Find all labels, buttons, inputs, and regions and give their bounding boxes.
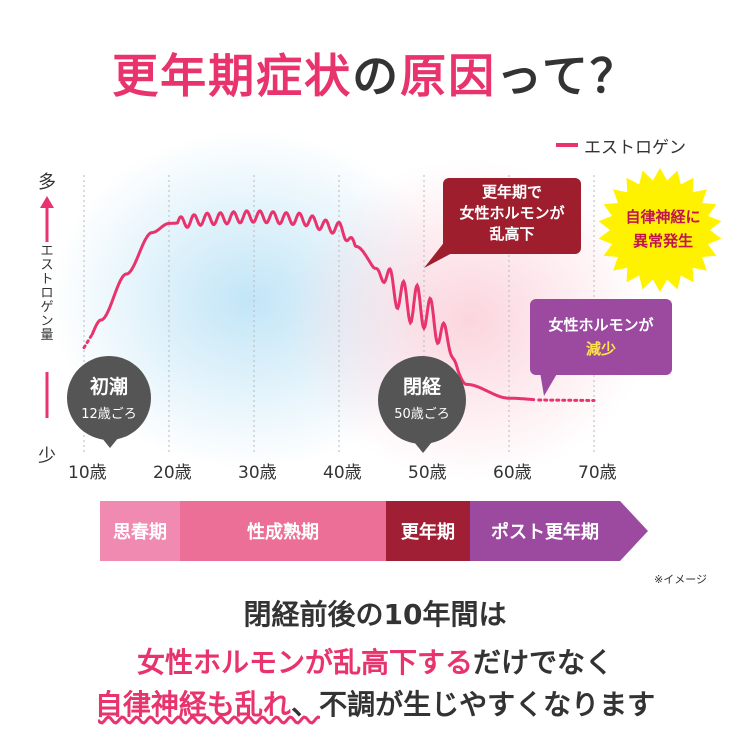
x-tick-3: 40歳	[323, 463, 362, 483]
fluctuation-line3: 乱高下	[489, 225, 535, 243]
fluctuation-line1: 更年期で	[481, 183, 542, 201]
phase-0: 思春期	[100, 501, 180, 561]
fluctuation-callout: 更年期で 女性ホルモンが 乱高下	[443, 178, 581, 254]
title-part3: 原因	[400, 49, 497, 103]
bottom-line2: 女性ホルモンが乱高下するだけでなく	[0, 641, 750, 681]
fluctuation-pointer	[424, 240, 454, 268]
page-title: 更年期症状の原因って？	[0, 40, 750, 106]
menopause-title: 閉経	[402, 376, 441, 398]
phase-bar-arrow	[620, 501, 648, 561]
x-tick-2: 30歳	[238, 463, 277, 483]
menarche-bubble: 初潮 12歳ごろ	[67, 356, 151, 440]
legend-swatch	[556, 143, 578, 147]
bottom-line3: 自律神経も乱れ、不調が生じやすくなります	[0, 683, 750, 723]
estrogen-line	[91, 209, 536, 402]
menarche-age: 12歳ごろ	[81, 407, 137, 422]
axis-title-text: エストロゲン量	[40, 244, 54, 343]
title-part1: 更年期症状	[112, 49, 353, 103]
autonomic-line1: 自律神経に	[625, 208, 701, 226]
x-tick-1: 20歳	[153, 463, 192, 483]
wavy-underline	[98, 715, 320, 725]
x-tick-5: 60歳	[493, 463, 532, 483]
title-part2: の	[352, 49, 401, 103]
menarche-pointer	[97, 432, 123, 448]
title-part4: って？	[496, 49, 638, 103]
bottom-line3-highlight: 自律神経も乱れ	[94, 688, 292, 721]
phase-3: ポスト更年期	[470, 501, 620, 561]
menarche-title: 初潮	[89, 376, 128, 398]
autonomic-text: 自律神経に 異常発生	[615, 205, 711, 253]
phase-1: 性成熟期	[180, 501, 386, 561]
image-note: ※イメージ	[654, 573, 707, 586]
axis-arrow-head	[40, 196, 54, 208]
menopause-age: 50歳ごろ	[394, 407, 450, 422]
x-tick-0: 10歳	[68, 463, 107, 483]
menopause-bubble: 閉経 50歳ごろ	[378, 356, 466, 444]
legend-label: エストロゲン	[584, 138, 686, 158]
bottom-line1: 閉経前後の10年間は	[243, 598, 507, 631]
x-tick-6: 70歳	[578, 463, 617, 483]
decrease-line2: 減少	[585, 340, 616, 358]
bottom-line2-rest: だけでなく	[473, 646, 614, 679]
decrease-callout: 女性ホルモンが 減少	[530, 299, 672, 375]
starburst-shape	[598, 168, 722, 292]
bottom-line2-highlight: 女性ホルモンが乱高下する	[136, 646, 473, 679]
estrogen-line-dotted-0	[82, 332, 94, 350]
bottom-line3-rest: 、不調が生じやすくなります	[291, 688, 656, 721]
menopause-pointer	[410, 437, 436, 453]
axis-title: エストロゲン量	[40, 245, 54, 343]
axis-top-label: 多	[38, 172, 56, 193]
phase-2: 更年期	[386, 501, 470, 561]
decrease-line1: 女性ホルモンが	[548, 316, 654, 334]
fluctuation-line2: 女性ホルモンが	[459, 204, 565, 222]
decrease-pointer	[540, 372, 558, 396]
autonomic-line2: 異常発生	[632, 232, 693, 250]
axis-bottom-label: 少	[38, 446, 56, 467]
x-tick-4: 50歳	[408, 463, 447, 483]
